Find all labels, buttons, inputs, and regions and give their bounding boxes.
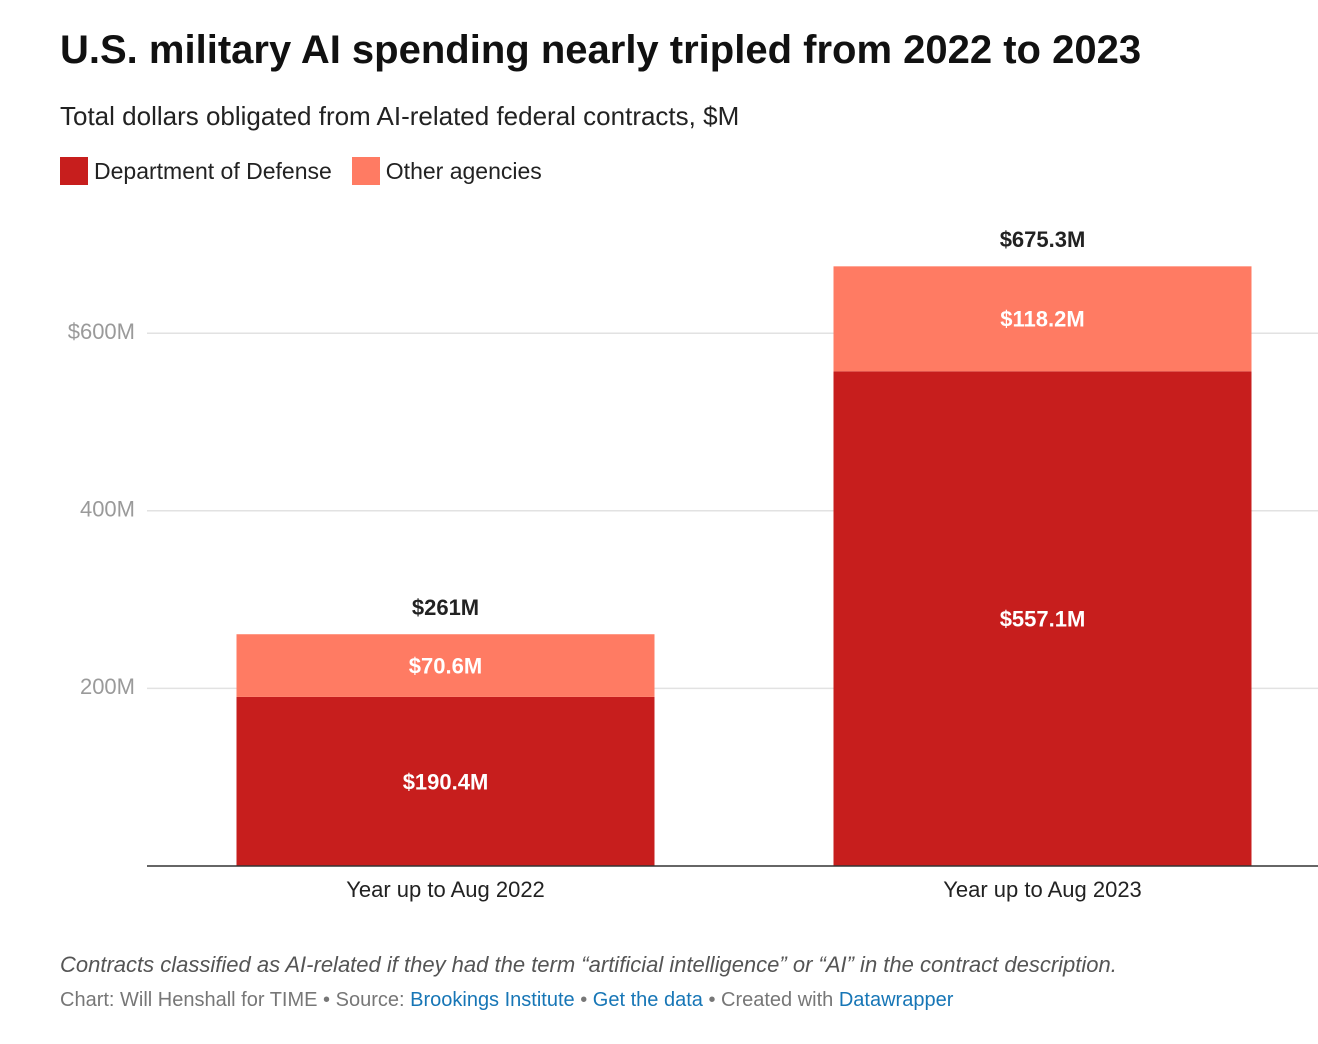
tool-link[interactable]: Datawrapper	[838, 989, 954, 1011]
note: Contracts classified as AI-related if th…	[60, 952, 1117, 977]
chart-title: U.S. military AI spending nearly tripled…	[60, 28, 1142, 72]
source-label: Source:	[335, 989, 405, 1011]
total-label: $675.3M	[1000, 227, 1086, 252]
chart-subtitle: Total dollars obligated from AI-related …	[60, 101, 740, 131]
total-label: $261M	[412, 595, 479, 620]
credits: Chart: Will Henshall for TIME • Source: …	[60, 989, 953, 1012]
source-link[interactable]: Brookings Institute	[410, 989, 575, 1011]
separator: •	[323, 989, 331, 1011]
value-label: $70.6M	[409, 653, 482, 678]
y-tick-label: $600M	[68, 319, 135, 344]
legend-swatch	[60, 157, 88, 185]
separator: •	[708, 989, 716, 1011]
bar-segment	[236, 634, 655, 697]
value-label: $190.4M	[403, 769, 489, 794]
legend: Department of Defense Other agencies	[60, 157, 542, 185]
legend-item: Other agencies	[351, 157, 542, 185]
data-link[interactable]: Get the data	[592, 989, 703, 1011]
value-label: $118.2M	[1000, 307, 1084, 332]
x-tick-label: Year up to Aug 2022	[346, 877, 545, 902]
legend-label: Other agencies	[385, 157, 542, 184]
bar-segment	[833, 266, 1252, 372]
value-label: $557.1M	[1000, 606, 1086, 631]
bar-segment	[833, 371, 1252, 866]
legend-swatch	[351, 157, 380, 185]
separator: •	[580, 989, 588, 1011]
y-tick-label: 400M	[80, 497, 135, 522]
x-tick-label: Year up to Aug 2023	[943, 877, 1142, 902]
byline: Chart: Will Henshall for TIME	[60, 989, 318, 1011]
legend-label: Department of Defense	[94, 157, 332, 184]
created-with: Created with	[721, 989, 834, 1011]
legend-item: Department of Defense	[60, 157, 332, 185]
bar-segment	[236, 696, 655, 866]
y-tick-label: 200M	[80, 674, 135, 699]
